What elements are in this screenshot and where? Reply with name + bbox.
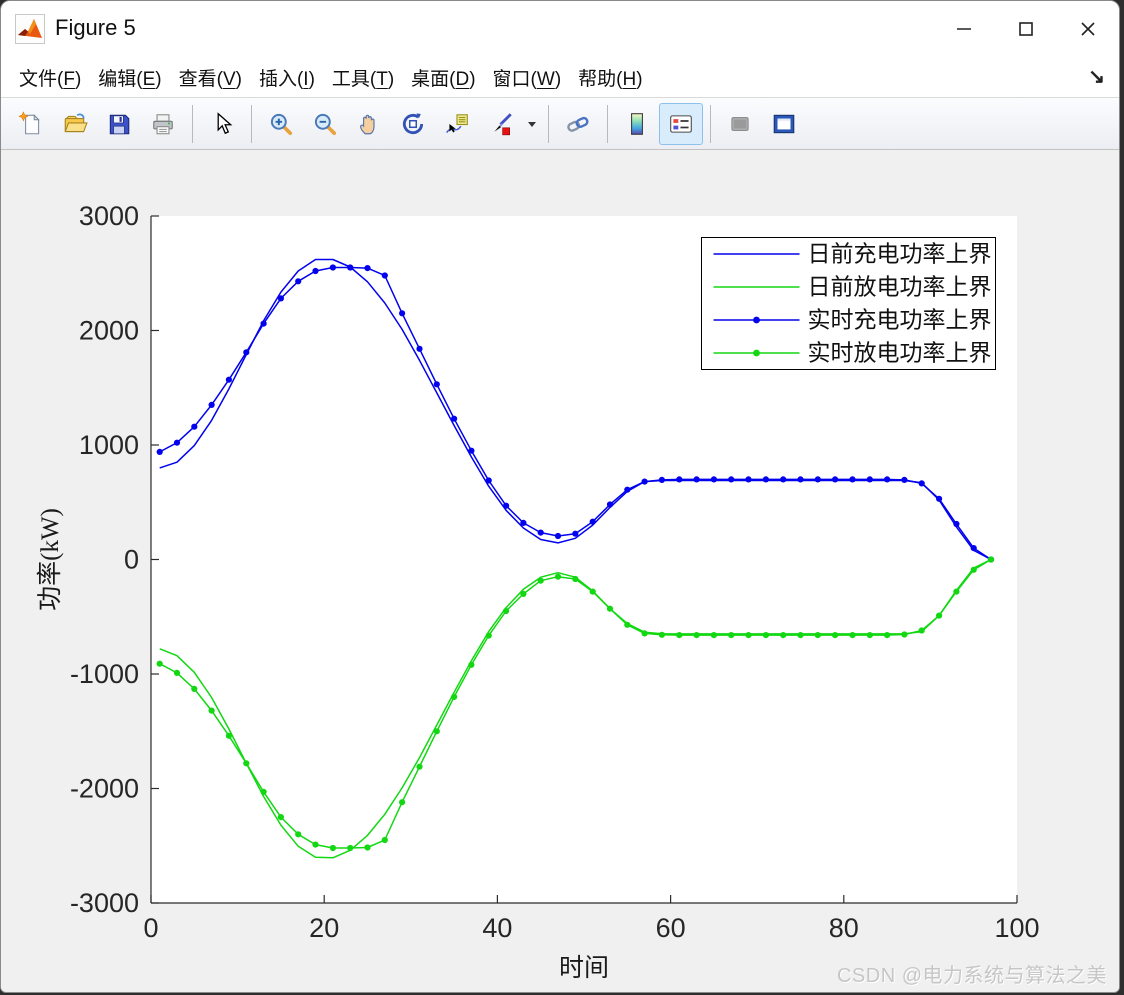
toolbar [1,98,1119,150]
legend-label: 实时放电功率上界 [808,341,992,366]
legend-label: 日前充电功率上界 [808,242,992,267]
figure-canvas[interactable]: -3000 -2000 -1000 0 1000 2000 3000 0 20 40 60 80 100… [1,150,1119,992]
y-tick-label: 0 [124,545,139,575]
datatip-icon [444,111,470,137]
toolbar-separator [548,104,549,143]
legend-label: 实时充电功率上界 [808,308,992,333]
menu-item-insert[interactable]: 插入(I) [258,68,315,90]
menu-item-help[interactable]: 帮助(H) [578,68,643,90]
insert-legend-button[interactable] [659,102,703,145]
data-cursor-button[interactable] [435,103,479,145]
zoom-in-button[interactable] [259,103,303,145]
x-tick-label: 20 [309,913,339,943]
chart: -3000 -2000 -1000 0 1000 2000 3000 0 20 40 60 80 100… [36,201,1040,982]
y-tick-label: -2000 [70,774,139,804]
matlab-icon [15,14,45,44]
colorbar-icon [624,111,650,137]
brush-dropdown-button[interactable] [523,103,541,145]
y-tick-label: -3000 [70,888,139,918]
x-tick-label: 40 [482,913,512,943]
toolbar-separator [251,104,252,143]
pointer-icon [209,111,235,137]
caret-down-icon [526,111,538,137]
print-figure-button[interactable] [141,103,185,145]
show-plot-tools-dock-button[interactable] [762,103,806,145]
maximize-button[interactable] [997,1,1055,57]
y-tick-label: 3000 [79,201,139,231]
dock-window-icon [771,111,797,137]
printer-icon [150,111,176,137]
toolbar-separator [710,104,711,143]
window-title: Figure 5 [55,15,136,40]
save-figure-button[interactable] [97,103,141,145]
x-axis-label: 时间 [559,954,609,982]
toolbar-separator [192,104,193,143]
pan-button[interactable] [347,103,391,145]
zoom-out-icon [312,111,338,137]
series-2 [156,264,995,563]
edit-plot-button[interactable] [200,103,244,145]
close-button[interactable] [1059,1,1117,57]
brush-icon [488,111,514,137]
save-icon [106,111,132,137]
new-figure-button[interactable] [9,103,53,145]
rotate-3d-icon [400,111,426,137]
zoom-out-button[interactable] [303,103,347,145]
menu-item-desktop[interactable]: 桌面(D) [411,68,476,90]
link-plot-button[interactable] [556,103,600,145]
dock-figure-arrow-icon[interactable]: ↘ [1088,66,1105,88]
series-3 [156,556,995,852]
open-file-button[interactable] [53,103,97,145]
insert-colorbar-button[interactable] [615,103,659,145]
plot-tools-gray-icon [727,111,753,137]
menu-item-view[interactable]: 查看(V) [178,68,242,90]
watermark-text: CSDN @电力系统与算法之美 [836,965,1107,987]
link-icon [565,111,591,137]
title-bar[interactable]: Figure 5 [1,1,1119,57]
menu-item-window[interactable]: 窗口(W) [492,68,562,90]
x-tick-label: 100 [994,913,1039,943]
x-tick-label: 80 [829,913,859,943]
y-tick-label: -1000 [70,659,139,689]
zoom-in-icon [268,111,294,137]
rotate-3d-button[interactable] [391,103,435,145]
y-tick-label: 2000 [79,316,139,346]
axes: -3000 -2000 -1000 0 1000 2000 3000 0 20 40 60 80 100… [36,201,1040,982]
x-tick-label: 0 [143,913,158,943]
open-folder-icon [62,111,88,137]
legend-label: 日前放电功率上界 [808,275,992,300]
x-tick-label: 60 [656,913,686,943]
menu-item-tools[interactable]: 工具(T) [331,68,395,90]
hide-plot-tools-button[interactable] [718,103,762,145]
menu-bar: 文件(F) 编辑(E) 查看(V) 插入(I) 工具(T) 桌面(D) 窗口(W) 帮助(H) [1,57,1119,98]
minimize-button[interactable] [935,1,993,57]
toolbar-separator [607,104,608,143]
legend-icon [668,111,694,137]
y-axis-label: 功率(kW) [36,508,64,611]
hand-icon [356,111,382,137]
new-document-icon [18,110,44,137]
y-tick-label: 1000 [79,430,139,460]
brush-data-button[interactable] [479,103,523,145]
menu-item-file[interactable]: 文件(F) [19,68,82,90]
menu-item-edit[interactable]: 编辑(E) [98,68,162,90]
